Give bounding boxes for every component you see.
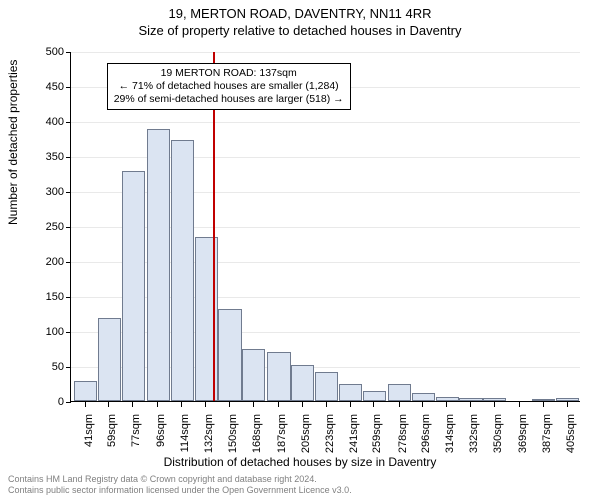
xtick-mark (132, 402, 133, 407)
xtick-mark (350, 402, 351, 407)
xtick-mark (543, 402, 544, 407)
footer-attribution: Contains HM Land Registry data © Crown c… (8, 474, 592, 496)
histogram-bar (339, 384, 362, 401)
ytick-label: 350 (24, 151, 64, 163)
xtick-mark (108, 402, 109, 407)
gridline (71, 52, 580, 53)
xtick-mark (205, 402, 206, 407)
annotation-line: 29% of semi-detached houses are larger (… (114, 93, 344, 106)
histogram-bar (532, 399, 555, 401)
ytick-label: 150 (24, 291, 64, 303)
ytick-label: 200 (24, 256, 64, 268)
ytick-label: 0 (24, 396, 64, 408)
xtick-mark (253, 402, 254, 407)
ytick-label: 250 (24, 221, 64, 233)
ytick-mark (66, 157, 71, 158)
ytick-label: 50 (24, 361, 64, 373)
ytick-mark (66, 402, 71, 403)
xtick-mark (470, 402, 471, 407)
ytick-mark (66, 227, 71, 228)
xtick-mark (422, 402, 423, 407)
ytick-mark (66, 332, 71, 333)
histogram-bar (74, 381, 97, 401)
y-axis-label: Number of detached properties (6, 60, 20, 225)
histogram-bar (363, 391, 386, 401)
histogram-bar (412, 393, 435, 401)
xtick-mark (373, 402, 374, 407)
xtick-mark (519, 402, 520, 407)
histogram-bar (291, 365, 314, 401)
xtick-mark (446, 402, 447, 407)
histogram-bar (171, 140, 194, 401)
xtick-mark (278, 402, 279, 407)
xtick-mark (302, 402, 303, 407)
xtick-mark (326, 402, 327, 407)
xtick-mark (567, 402, 568, 407)
ytick-label: 500 (24, 46, 64, 58)
ytick-mark (66, 367, 71, 368)
xtick-mark (494, 402, 495, 407)
plot-area: 19 MERTON ROAD: 137sqm← 71% of detached … (70, 52, 580, 402)
ytick-mark (66, 262, 71, 263)
ytick-label: 400 (24, 116, 64, 128)
ytick-mark (66, 52, 71, 53)
histogram-bar (556, 398, 579, 402)
annotation-box: 19 MERTON ROAD: 137sqm← 71% of detached … (107, 63, 351, 110)
histogram-bar (436, 397, 459, 401)
page-title-subtitle: Size of property relative to detached ho… (0, 21, 600, 38)
histogram-bar (122, 171, 145, 401)
annotation-line: 19 MERTON ROAD: 137sqm (114, 67, 344, 80)
ytick-mark (66, 192, 71, 193)
x-axis-label: Distribution of detached houses by size … (0, 455, 600, 469)
histogram-bar (267, 352, 290, 401)
histogram-chart: 19 MERTON ROAD: 137sqm← 71% of detached … (70, 52, 580, 402)
ytick-mark (66, 122, 71, 123)
footer-line1: Contains HM Land Registry data © Crown c… (8, 474, 592, 485)
xtick-mark (229, 402, 230, 407)
xtick-mark (399, 402, 400, 407)
histogram-bar (459, 398, 482, 402)
gridline (71, 122, 580, 123)
histogram-bar (242, 349, 265, 402)
annotation-line: ← 71% of detached houses are smaller (1,… (114, 80, 344, 93)
histogram-bar (315, 372, 338, 401)
histogram-bar (388, 384, 411, 401)
histogram-bar (147, 129, 170, 401)
ytick-mark (66, 297, 71, 298)
ytick-label: 300 (24, 186, 64, 198)
xtick-mark (85, 402, 86, 407)
ytick-label: 450 (24, 81, 64, 93)
ytick-label: 100 (24, 326, 64, 338)
page-title-address: 19, MERTON ROAD, DAVENTRY, NN11 4RR (0, 0, 600, 21)
footer-line2: Contains public sector information licen… (8, 485, 592, 496)
xtick-mark (157, 402, 158, 407)
histogram-bar (483, 398, 506, 401)
xtick-mark (181, 402, 182, 407)
histogram-bar (98, 318, 121, 401)
ytick-mark (66, 87, 71, 88)
histogram-bar (218, 309, 241, 401)
